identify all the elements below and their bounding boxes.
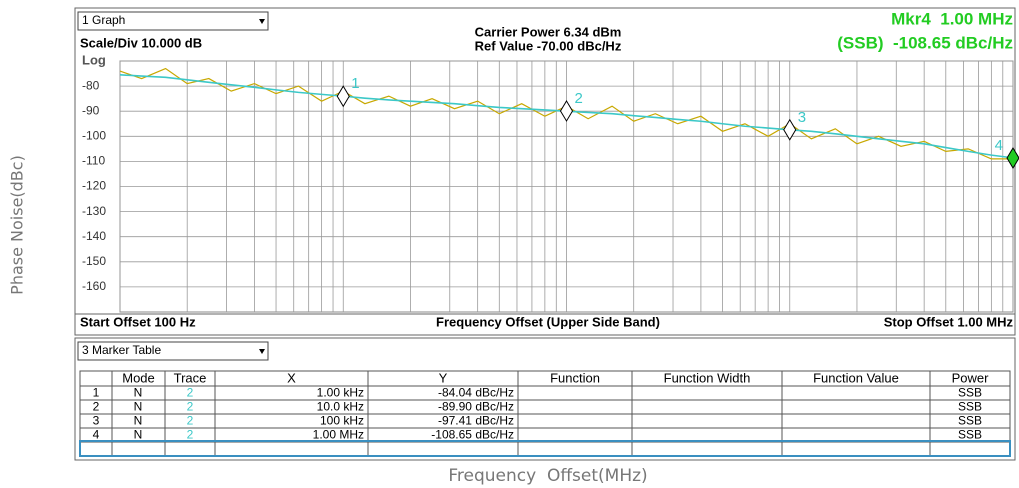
x-axis-label: Frequency Offset (Upper Side Band) <box>436 314 660 329</box>
row-trace: 2 <box>187 400 194 414</box>
row-mode: N <box>134 400 143 414</box>
row-x: 1.00 kHz <box>317 386 364 400</box>
y-tick-label: -100 <box>82 128 106 142</box>
scale-div: Scale/Div 10.000 dB <box>80 35 202 50</box>
marker <box>559 99 574 122</box>
table-dropdown[interactable] <box>77 341 269 361</box>
table-header: Trace <box>174 370 207 385</box>
row-x: 100 kHz <box>320 414 364 428</box>
marker-value: (SSB) -108.65 dBc/Hz <box>837 33 1013 52</box>
table-header: Function <box>550 370 600 385</box>
marker <box>783 118 797 141</box>
row-mode: N <box>134 428 143 442</box>
row-index: 2 <box>93 400 100 414</box>
table-header: Function Width <box>664 370 751 385</box>
start-offset: Start Offset 100 Hz <box>80 314 196 329</box>
table-select[interactable]: 3 Marker Table <box>82 343 161 357</box>
y-tick-label: Log <box>82 52 106 67</box>
y-tick-label: -160 <box>82 279 106 293</box>
table-header: Y <box>439 370 448 385</box>
marker-label: 2 <box>575 90 583 107</box>
y-tick-label: -150 <box>82 254 106 268</box>
table-header: X <box>287 370 296 385</box>
row-index: 4 <box>93 428 100 442</box>
row-index: 1 <box>93 386 100 400</box>
graph-dropdown[interactable] <box>77 11 269 31</box>
row-power: SSB <box>958 428 982 442</box>
y-tick-label: -110 <box>82 154 105 168</box>
y-tick-label: -130 <box>82 204 106 218</box>
dropdown-arrow <box>259 349 265 354</box>
row-index: 3 <box>93 414 100 428</box>
row-trace: 2 <box>187 386 194 400</box>
table-header: Mode <box>122 370 155 385</box>
row-mode: N <box>134 386 143 400</box>
y-tick-label: -90 <box>82 103 100 117</box>
row-power: SSB <box>958 400 982 414</box>
graph-select[interactable]: 1 Graph <box>82 13 125 27</box>
marker-label: 4 <box>995 137 1003 154</box>
y-title: Phase Noise(dBc) <box>8 155 27 295</box>
ref-value: Ref Value -70.00 dBc/Hz <box>475 38 622 53</box>
y-tick-label: -120 <box>82 179 106 193</box>
row-power: SSB <box>958 414 982 428</box>
row-trace: 2 <box>187 414 194 428</box>
marker-label: 3 <box>798 109 806 126</box>
stop-offset: Stop Offset 1.00 MHz <box>884 314 1014 329</box>
x-title: Frequency Offset(MHz) <box>448 466 647 486</box>
marker-label: 1 <box>351 75 359 92</box>
table-header: Power <box>952 370 990 385</box>
marker <box>336 85 350 108</box>
marker <box>1006 147 1019 169</box>
selected-row <box>79 440 1011 457</box>
row-x: 10.0 kHz <box>317 400 364 414</box>
row-power: SSB <box>958 386 982 400</box>
dropdown-arrow <box>259 19 265 24</box>
carrier-power: Carrier Power 6.34 dBm <box>475 24 622 39</box>
row-y: -84.04 dBc/Hz <box>438 386 514 400</box>
row-y: -97.41 dBc/Hz <box>438 414 514 428</box>
y-tick-label: -140 <box>82 229 106 243</box>
row-y: -89.90 dBc/Hz <box>438 400 514 414</box>
y-tick-label: -80 <box>82 78 100 92</box>
marker-freq: Mkr4 1.00 MHz <box>891 9 1013 28</box>
row-trace: 2 <box>187 428 194 442</box>
row-mode: N <box>134 414 143 428</box>
table-header: Function Value <box>813 370 899 385</box>
row-x: 1.00 MHz <box>313 428 364 442</box>
row-y: -108.65 dBc/Hz <box>431 428 514 442</box>
